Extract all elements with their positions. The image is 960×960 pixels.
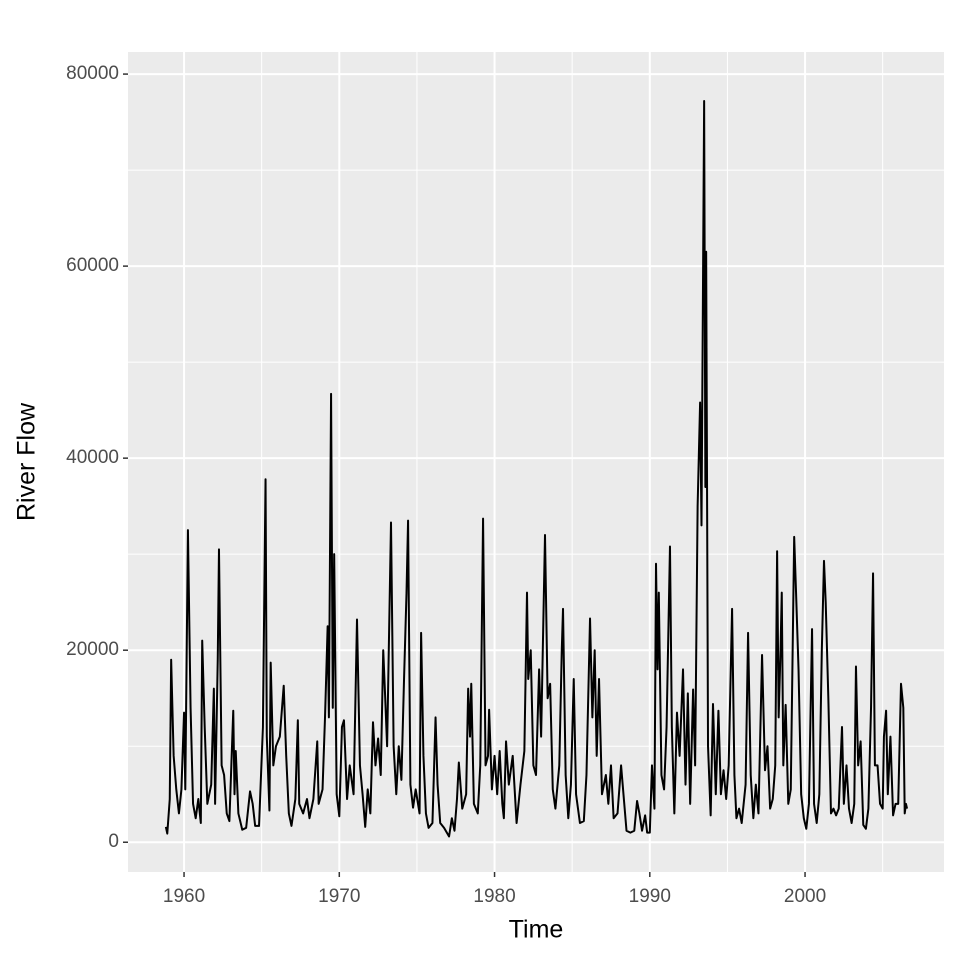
grid	[128, 52, 944, 872]
x-axis-title: Time	[509, 916, 564, 944]
y-axis-title: River Flow	[13, 402, 41, 521]
panel	[128, 52, 944, 872]
data-line	[164, 99, 909, 838]
y-tick-label: 60000	[66, 255, 119, 276]
y-tick-label: 0	[108, 831, 119, 852]
x-tick-label: 1960	[163, 886, 205, 907]
y-tick-label: 20000	[66, 639, 119, 660]
x-tick-label: 2000	[784, 886, 826, 907]
x-tick-label: 1990	[629, 886, 671, 907]
marks	[164, 99, 909, 838]
ticks: 0 20000 40000 60000 80000 1960 1970 1980 1990 200…	[66, 63, 826, 907]
y-tick-label: 80000	[66, 63, 119, 84]
y-tick-label: 40000	[66, 447, 119, 468]
x-tick-label: 1980	[473, 886, 515, 907]
x-tick-label: 1970	[318, 886, 360, 907]
